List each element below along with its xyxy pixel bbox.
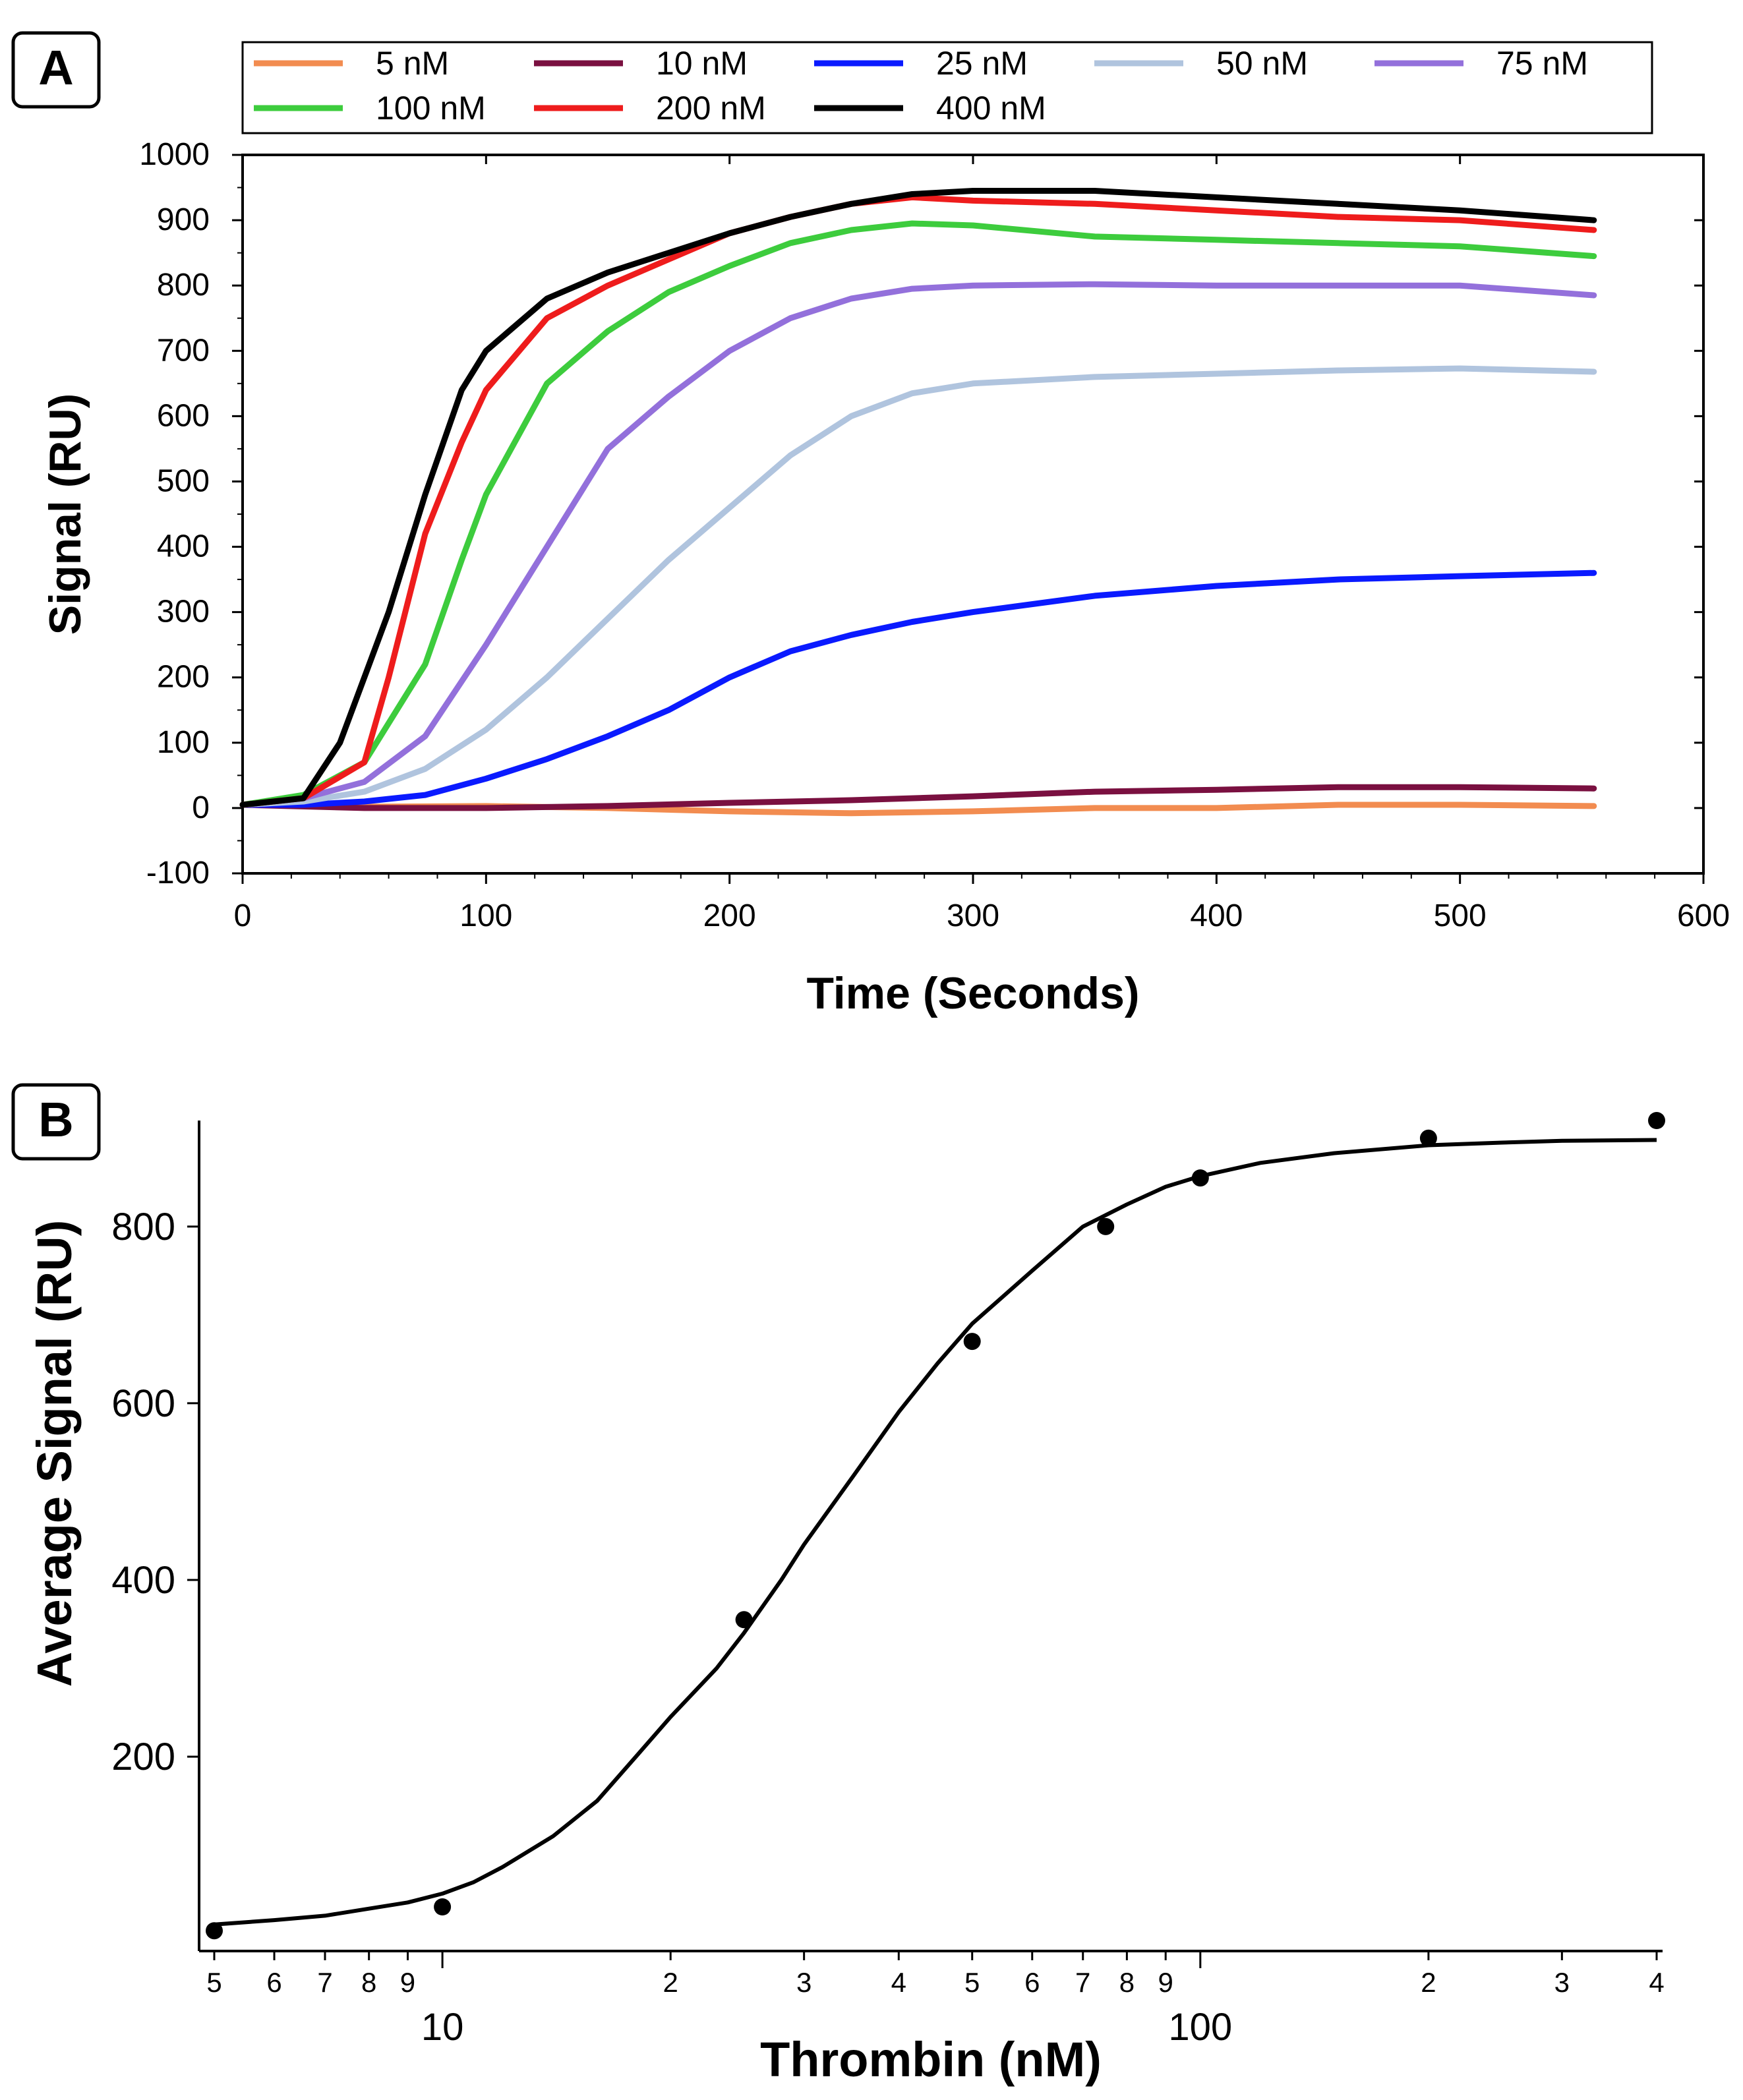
plot-b — [206, 1112, 1665, 1940]
data-point-b-0 — [206, 1922, 223, 1940]
fit-curve-b — [214, 1138, 1657, 1927]
y-tick-label-a-4: 300 — [157, 595, 210, 629]
x-minor-tick-label-b-0: 5 — [206, 1967, 222, 1998]
legend-label-a-3: 50 nM — [1216, 45, 1308, 82]
legend-label-a-6: 200 nM — [656, 90, 766, 127]
series-line-10-nm — [239, 784, 1597, 811]
x-tick-label-a-2: 200 — [703, 898, 756, 933]
x-minor-tick-label-b-1: 6 — [266, 1967, 281, 1998]
legend-label-a-2: 25 nM — [936, 45, 1028, 82]
y-tick-label-b-3: 800 — [111, 1206, 175, 1248]
x-tick-label-a-3: 300 — [947, 898, 999, 933]
y-tick-label-a-0: -100 — [146, 856, 210, 890]
legend-label-a-0: 5 nM — [376, 45, 449, 82]
series-line-200-nm — [239, 194, 1597, 808]
axes-a: -100 0 100 200 300 400 500 600 700 800 900 1000 0 100… — [139, 137, 1730, 933]
x-minor-tick-label-b-10: 7 — [1075, 1967, 1090, 1998]
x-major-tick-label-b-0: 10 — [421, 2006, 464, 2049]
x-major-tick-label-b-1: 100 — [1168, 2006, 1232, 2049]
x-minor-tick-label-b-14: 3 — [1554, 1967, 1570, 1998]
panel-a: A 5 nM 10 nM 25 nM 50 nM 75 nM 100 nM 200 nM 40… — [11, 31, 1730, 1018]
x-minor-tick-label-b-15: 4 — [1649, 1967, 1664, 1998]
y-tick-label-a-5: 400 — [157, 529, 210, 564]
y-tick-label-a-8: 700 — [157, 333, 210, 368]
y-axis-title-b: Average Signal (RU) — [27, 1220, 82, 1687]
panel-b-label-box — [11, 1083, 101, 1161]
x-tick-label-a-6: 600 — [1677, 898, 1730, 933]
y-tick-label-a-7: 600 — [157, 398, 210, 433]
plot-area-a — [241, 154, 1705, 875]
series-a — [239, 188, 1597, 817]
series-line-75-nm — [239, 281, 1597, 808]
panel-a-label-box — [11, 31, 101, 109]
x-tick-label-a-1: 100 — [459, 898, 512, 933]
x-tick-label-a-5: 500 — [1434, 898, 1487, 933]
data-point-b-7 — [1648, 1112, 1665, 1129]
x-axis-title-a: Time (Seconds) — [806, 968, 1139, 1018]
x-minor-tick-label-b-13: 2 — [1421, 1967, 1436, 1998]
y-tick-label-b-1: 400 — [111, 1559, 175, 1602]
legend-label-a-7: 400 nM — [936, 90, 1046, 127]
legend-a — [241, 41, 1653, 134]
series-line-400-nm — [239, 188, 1597, 808]
x-minor-tick-label-b-9: 6 — [1024, 1967, 1040, 1998]
x-tick-label-a-0: 0 — [234, 898, 252, 933]
panel-a-label: A — [38, 40, 73, 95]
x-tick-label-a-4: 400 — [1190, 898, 1243, 933]
x-axis-title-b: Thrombin (nM) — [760, 2032, 1102, 2087]
y-tick-label-b-0: 200 — [111, 1735, 175, 1778]
data-point-b-3 — [963, 1333, 981, 1351]
x-minor-tick-label-b-11: 8 — [1119, 1967, 1135, 1998]
panel-b-label: B — [38, 1092, 73, 1147]
legend-label-a-5: 100 nM — [376, 90, 486, 127]
y-tick-label-a-1: 0 — [192, 790, 210, 825]
x-minor-tick-label-b-3: 8 — [361, 1967, 376, 1998]
y-tick-label-a-3: 200 — [157, 660, 210, 695]
x-minor-tick-label-b-8: 5 — [964, 1967, 980, 1998]
legend-label-a-1: 10 nM — [656, 45, 748, 82]
data-point-b-5 — [1191, 1169, 1209, 1187]
x-minor-tick-label-b-5: 2 — [663, 1967, 678, 1998]
x-minor-tick-label-b-6: 3 — [796, 1967, 812, 1998]
x-minor-tick-label-b-2: 7 — [317, 1967, 332, 1998]
data-point-b-2 — [735, 1611, 753, 1629]
data-point-b-1 — [434, 1898, 452, 1915]
data-point-b-4 — [1097, 1217, 1115, 1235]
y-tick-label-a-10: 900 — [157, 202, 210, 237]
legend-label-a-4: 75 nM — [1496, 45, 1588, 82]
y-tick-label-a-6: 500 — [157, 463, 210, 498]
y-tick-label-b-2: 600 — [111, 1382, 175, 1425]
x-minor-tick-label-b-7: 4 — [891, 1967, 906, 1998]
y-tick-label-a-2: 100 — [157, 725, 210, 760]
y-tick-label-a-9: 800 — [157, 268, 210, 303]
legend-a-entries: 5 nM 10 nM 25 nM 50 nM 75 nM 100 nM 200 nM 400 … — [254, 45, 1588, 127]
x-minor-tick-label-b-12: 9 — [1158, 1967, 1173, 1998]
data-point-b-6 — [1419, 1129, 1437, 1147]
y-tick-label-a-11: 1000 — [139, 137, 210, 172]
series-line-50-nm — [239, 365, 1597, 808]
series-line-25-nm — [239, 569, 1597, 808]
x-minor-tick-label-b-4: 9 — [400, 1967, 415, 1998]
series-line-100-nm — [239, 220, 1597, 808]
y-axis-title-a: Signal (RU) — [40, 394, 90, 635]
